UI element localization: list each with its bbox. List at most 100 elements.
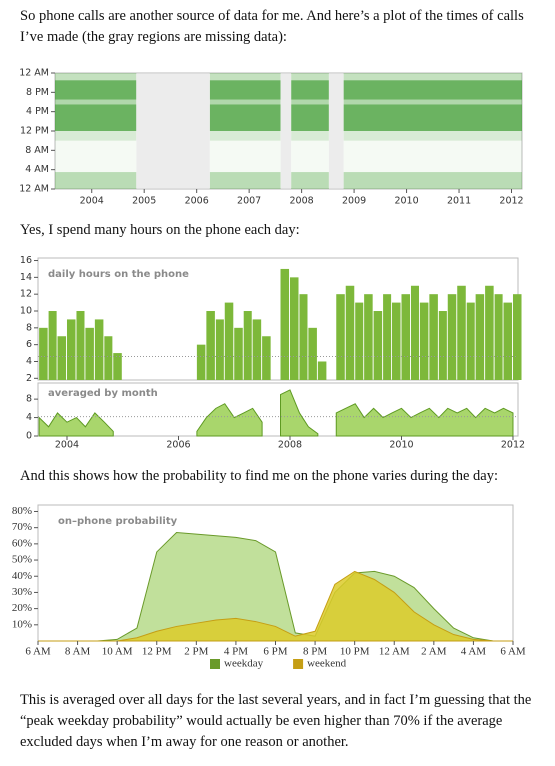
call-density bbox=[291, 99, 329, 105]
paragraph: This is averaged over all days for the l… bbox=[20, 692, 532, 750]
call-density bbox=[209, 140, 281, 173]
paragraph: Yes, I spend many hours on the phone eac… bbox=[20, 222, 300, 238]
bar bbox=[410, 285, 419, 380]
y-tick-label: 4 bbox=[26, 412, 32, 423]
call-density bbox=[291, 140, 329, 173]
x-tick-label: 2010 bbox=[394, 196, 418, 207]
bar bbox=[419, 302, 429, 380]
call-density bbox=[291, 131, 329, 141]
bar bbox=[475, 294, 485, 380]
x-tick-label: 2 AM bbox=[421, 646, 447, 658]
area bbox=[196, 403, 263, 437]
bar bbox=[485, 285, 494, 380]
x-tick-label: 12 PM bbox=[142, 646, 172, 658]
x-tick-label: 2009 bbox=[342, 196, 366, 207]
call-density bbox=[209, 80, 281, 100]
y-tick-label: 60% bbox=[12, 537, 32, 549]
call-density bbox=[343, 99, 522, 105]
y-tick-label: 70% bbox=[12, 521, 32, 533]
bar bbox=[392, 302, 401, 380]
bar bbox=[364, 294, 373, 380]
panel-label: averaged by month bbox=[48, 388, 158, 399]
missing-region bbox=[136, 74, 210, 188]
x-tick-label: 2007 bbox=[237, 196, 261, 207]
legend-swatch bbox=[210, 659, 220, 669]
y-tick-label: 4 bbox=[26, 356, 32, 367]
bar bbox=[252, 319, 262, 380]
bar bbox=[66, 319, 76, 380]
bar bbox=[76, 311, 85, 380]
call-density bbox=[55, 131, 137, 141]
call-density bbox=[55, 80, 137, 100]
x-tick-label: 2008 bbox=[278, 440, 302, 451]
bar bbox=[206, 311, 215, 380]
call-density bbox=[209, 73, 281, 81]
bar bbox=[512, 294, 522, 380]
call-density bbox=[209, 131, 281, 141]
x-tick-label: 10 PM bbox=[340, 646, 370, 658]
call-density bbox=[209, 104, 281, 131]
bar bbox=[57, 336, 67, 380]
bar bbox=[48, 311, 57, 380]
y-tick-label: 8 bbox=[26, 394, 32, 405]
bar bbox=[429, 294, 438, 380]
x-tick-label: 2004 bbox=[80, 196, 104, 207]
call-density bbox=[209, 99, 281, 105]
x-tick-label: 2006 bbox=[166, 440, 190, 451]
bar bbox=[336, 294, 345, 380]
bar bbox=[289, 277, 299, 380]
y-tick-label: 30% bbox=[12, 586, 32, 598]
y-tick-label: 8 PM bbox=[26, 87, 49, 98]
x-tick-label: 6 AM bbox=[500, 646, 526, 658]
y-tick-label: 8 AM bbox=[25, 145, 49, 156]
call-density bbox=[343, 80, 522, 100]
y-tick-label: 2 bbox=[26, 373, 32, 384]
y-tick-label: 10% bbox=[12, 618, 32, 630]
bar bbox=[39, 327, 48, 380]
x-tick-label: 2012 bbox=[501, 440, 525, 451]
y-tick-label: 80% bbox=[12, 505, 32, 517]
x-tick-label: 2 PM bbox=[184, 646, 208, 658]
y-tick-label: 4 AM bbox=[25, 164, 49, 175]
y-tick-label: 40% bbox=[12, 570, 32, 582]
bar bbox=[373, 311, 383, 380]
call-density bbox=[291, 80, 329, 100]
panel-label: daily hours on the phone bbox=[48, 269, 189, 280]
call-density bbox=[55, 73, 137, 81]
missing-region bbox=[328, 74, 344, 188]
bar bbox=[317, 361, 327, 380]
call-density bbox=[291, 172, 329, 189]
call-density bbox=[55, 140, 137, 173]
y-tick-label: 6 bbox=[26, 339, 32, 350]
x-tick-label: 2006 bbox=[185, 196, 209, 207]
y-tick-label: 12 PM bbox=[20, 126, 49, 137]
call-density bbox=[343, 104, 522, 131]
bar bbox=[224, 302, 234, 380]
x-tick-label: 8 PM bbox=[303, 646, 327, 658]
bar bbox=[196, 344, 206, 380]
call-density bbox=[343, 172, 522, 189]
bar bbox=[234, 327, 243, 380]
call-density bbox=[209, 172, 281, 189]
y-tick-label: 0 bbox=[26, 431, 32, 442]
x-tick-label: 2010 bbox=[389, 440, 413, 451]
bar bbox=[466, 302, 475, 380]
panel-label: on–phone probability bbox=[58, 516, 178, 527]
x-tick-label: 2012 bbox=[499, 196, 523, 207]
y-tick-label: 12 bbox=[20, 289, 32, 300]
y-tick-label: 14 bbox=[20, 272, 32, 283]
bar bbox=[345, 285, 355, 380]
area bbox=[38, 570, 513, 642]
legend-label: weekend bbox=[307, 658, 347, 670]
call-density bbox=[343, 73, 522, 81]
x-tick-label: 6 PM bbox=[263, 646, 287, 658]
bar bbox=[401, 294, 411, 380]
call-density bbox=[343, 131, 522, 141]
bar bbox=[457, 285, 466, 380]
bar bbox=[299, 294, 308, 380]
call-density bbox=[55, 104, 137, 131]
y-tick-label: 12 AM bbox=[19, 68, 49, 79]
bar bbox=[113, 353, 122, 380]
